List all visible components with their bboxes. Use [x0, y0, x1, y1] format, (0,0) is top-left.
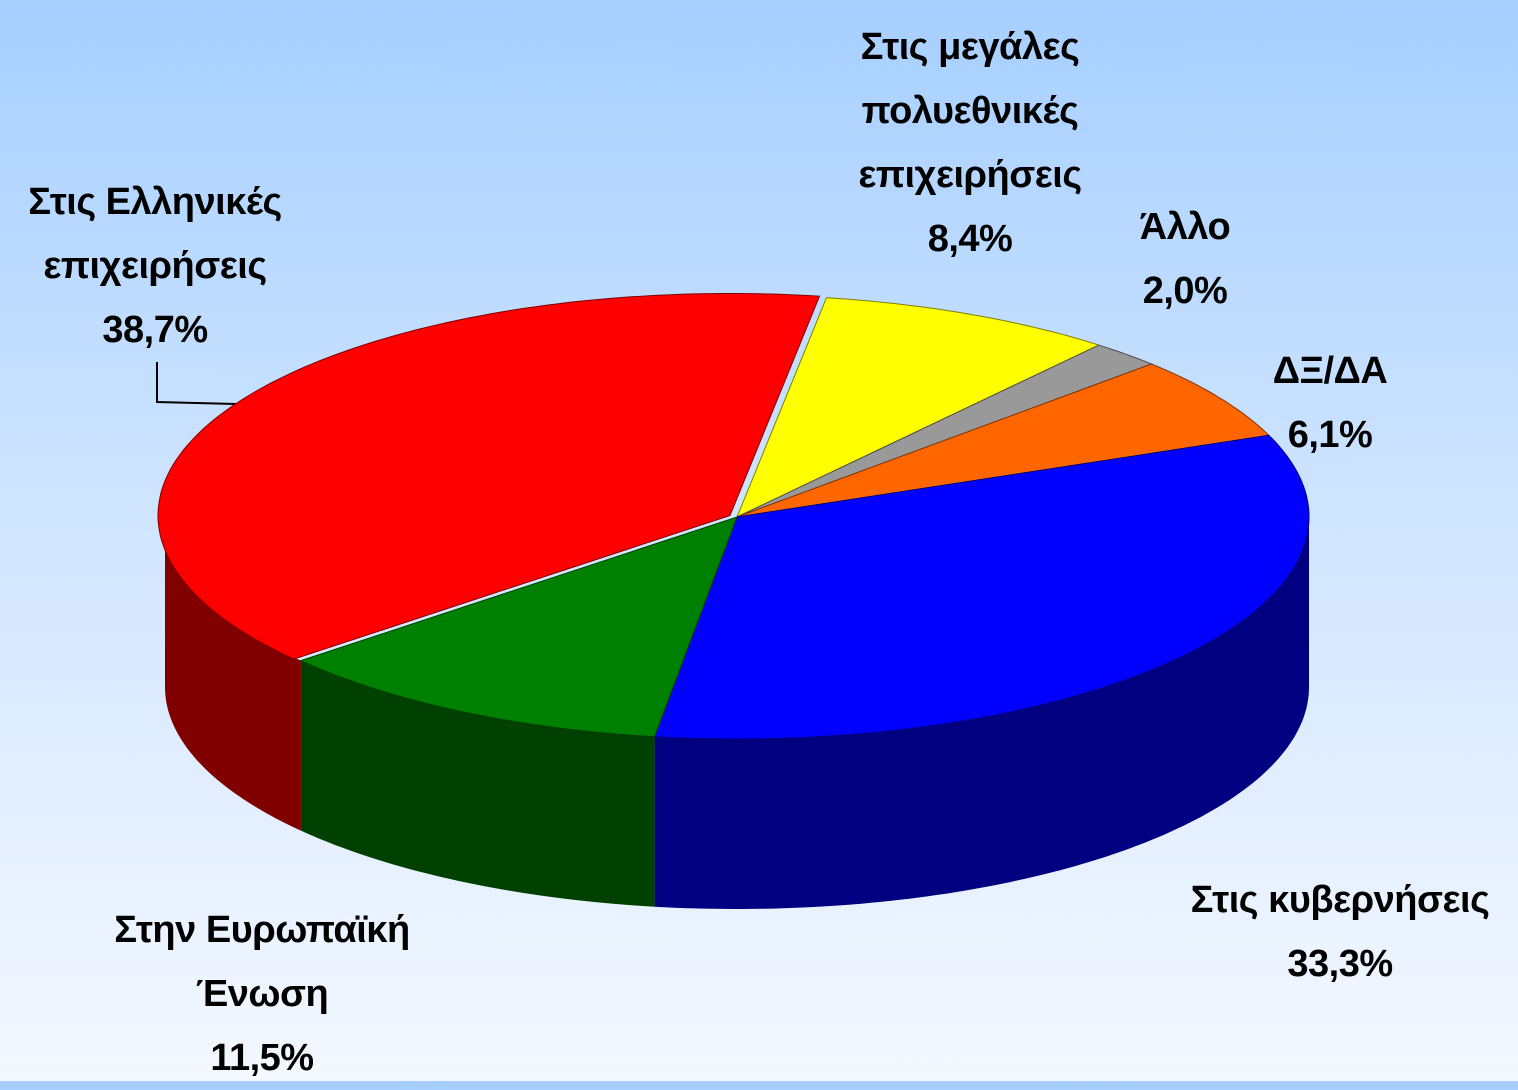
- category-name: Στις μεγάλες πολυεθνικές επιχειρήσεις: [858, 26, 1082, 196]
- category-name: Στις κυβερνήσεις: [1190, 879, 1490, 921]
- value-label: 11,5%: [210, 1037, 314, 1079]
- slice-side: [300, 660, 655, 907]
- slice-label: Στις μεγάλες πολυεθνικές επιχειρήσεις 8,4…: [830, 15, 1110, 271]
- slice: [299, 516, 738, 738]
- value-label: 2,0%: [1142, 270, 1228, 312]
- slice: [736, 344, 1153, 518]
- slice-side: [654, 517, 1309, 909]
- value-label: 33,3%: [1287, 943, 1393, 985]
- value-label: 38,7%: [102, 309, 208, 351]
- value-label: 8,4%: [927, 218, 1013, 260]
- slice: [653, 434, 1310, 740]
- slice: [736, 297, 1101, 519]
- slice: [157, 293, 821, 660]
- value-label: 6,1%: [1287, 414, 1373, 456]
- slice-label: Στις κυβερνήσεις 33,3%: [1140, 868, 1518, 996]
- category-name: Στις Ελληνικές επιχειρήσεις: [28, 181, 282, 287]
- category-name: Στην Ευρωπαϊκή Ένωση: [114, 909, 410, 1015]
- category-name: ΔΞ/ΔΑ: [1272, 350, 1388, 392]
- leader-line: [156, 362, 237, 405]
- slice-label: Άλλο 2,0%: [1085, 195, 1285, 323]
- slice-label: ΔΞ/ΔΑ 6,1%: [1230, 339, 1430, 467]
- slice-label: Στις Ελληνικές επιχειρήσεις 38,7%: [0, 170, 320, 362]
- slice: [736, 363, 1270, 518]
- slice-label: Στην Ευρωπαϊκή Ένωση 11,5%: [97, 898, 427, 1090]
- category-name: Άλλο: [1139, 206, 1231, 248]
